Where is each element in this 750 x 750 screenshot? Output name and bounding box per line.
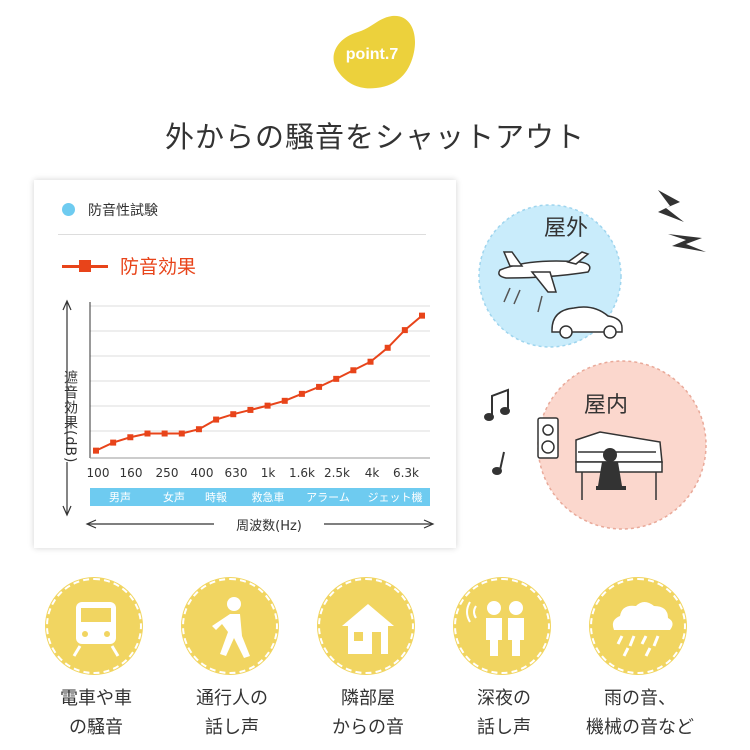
series-point <box>144 430 151 437</box>
series-point <box>178 430 185 437</box>
x-tick: 160 <box>119 466 143 480</box>
series-line <box>95 314 423 452</box>
x-tick: 1.6k <box>288 466 316 480</box>
noise-source-caption: 隣部屋 からの音 <box>288 684 448 742</box>
caption-line: からの音 <box>332 717 404 738</box>
lightning-icon <box>668 234 706 252</box>
y-axis-label: 遮音効果(dB) <box>62 370 78 464</box>
caption-line: 深夜の <box>477 688 531 709</box>
caption-line: 話し声 <box>477 717 531 738</box>
walking-person-icon <box>182 578 278 674</box>
people-talking-icon <box>454 578 550 674</box>
point-badge-shape <box>333 15 416 89</box>
sound-source-label: 女声 <box>163 491 185 504</box>
series-point <box>127 434 134 441</box>
series-point <box>264 402 271 409</box>
x-tick-labels: 100 160 250 400 630 1k 1.6k 2.5k 4k 6.3k <box>84 466 432 486</box>
caption-line: 機械の音など <box>586 717 694 738</box>
sound-source-label: アラーム <box>306 491 350 504</box>
lightning-icon <box>658 190 684 222</box>
series-point <box>281 397 288 404</box>
series-point <box>298 390 305 397</box>
series-point <box>161 430 168 437</box>
point-badge-label: point.7 <box>345 46 399 63</box>
noise-source-caption: 雨の音、 機械の音など <box>560 684 720 742</box>
car-icon <box>551 306 623 339</box>
caption-line: 雨の音、 <box>604 688 676 709</box>
series-point <box>230 411 237 418</box>
legend-series-label: 防音効果 <box>120 256 197 278</box>
x-tick: 100 <box>86 466 110 480</box>
train-icon <box>46 578 142 674</box>
rain-cloud-icon <box>590 578 686 674</box>
caption-line: 話し声 <box>205 717 259 738</box>
chart-card: 防音性試験 防音効果 遮音効果(dB) 100 160 250 400 630 … <box>34 180 456 548</box>
sound-source-label: ジェット機 <box>367 491 423 504</box>
x-tick: 250 <box>155 466 179 480</box>
caption-line: の騒音 <box>69 717 123 738</box>
outdoor-label: 屋外 <box>544 216 588 241</box>
x-arrow-head-right <box>423 519 435 529</box>
x-tick: 630 <box>224 466 248 480</box>
sound-source-label: 時報 <box>205 491 227 504</box>
caption-line: 通行人の <box>196 688 268 709</box>
y-arrow-head <box>62 299 72 311</box>
series-point <box>350 367 357 374</box>
noise-source-caption: 通行人の 話し声 <box>152 684 312 742</box>
x-tick: 400 <box>190 466 214 480</box>
series-point <box>247 406 254 413</box>
series-point <box>93 447 99 454</box>
x-tick: 4k <box>364 466 380 480</box>
music-note-icon <box>491 388 509 416</box>
series-point <box>316 383 323 390</box>
series-point <box>419 312 425 319</box>
music-note-icon <box>499 451 505 471</box>
caption-line: 電車や車 <box>60 688 132 709</box>
page-headline: 外からの騒音をシャットアウト <box>164 120 585 154</box>
series-point <box>333 375 340 382</box>
piano-icon <box>575 431 663 500</box>
legend-dot <box>62 203 75 216</box>
series-point <box>110 439 117 446</box>
sound-source-bar: 男声 女声 時報 救急車 アラーム ジェット機 <box>90 488 430 506</box>
series-point <box>384 344 391 351</box>
sound-source-label: 男声 <box>109 491 131 504</box>
airplane-icon <box>498 251 591 293</box>
x-tick: 2.5k <box>323 466 351 480</box>
legend-series-marker <box>79 260 91 272</box>
caption-line: 隣部屋 <box>341 688 395 709</box>
x-arrow-head-left <box>85 519 97 529</box>
x-tick: 6.3k <box>392 466 420 480</box>
series-point <box>367 358 374 365</box>
series-point <box>213 416 220 423</box>
series-point <box>195 426 202 433</box>
noise-source-caption: 深夜の 話し声 <box>424 684 584 742</box>
x-tick: 1k <box>260 466 276 480</box>
house-icon <box>318 578 414 674</box>
x-axis-label: 周波数(Hz) <box>214 515 324 534</box>
pianist-icon <box>596 448 626 490</box>
sound-source-label: 救急車 <box>251 491 285 504</box>
legend-divider <box>58 234 426 235</box>
plane-noise-lines <box>503 287 543 313</box>
noise-scene-illustration: 屋外 屋内 <box>478 190 707 530</box>
chart-legend-title: 防音性試験 <box>88 203 158 219</box>
noise-source-caption: 電車や車 の騒音 <box>16 684 176 742</box>
series-point <box>401 327 408 334</box>
line-chart <box>62 299 435 529</box>
indoor-label: 屋内 <box>584 393 628 418</box>
speaker-icon <box>537 417 559 459</box>
y-arrow-head-bottom <box>62 505 72 517</box>
